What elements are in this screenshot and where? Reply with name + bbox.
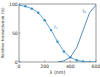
y-axis-label: Relative transmission (%) bbox=[0, 7, 5, 59]
chart: 0 200 400 600 0 50 100 λ (nm) Relative transmiss… bbox=[0, 0, 100, 77]
x-tick-label: 600 bbox=[92, 64, 100, 69]
x-tick bbox=[19, 61, 20, 63]
x-tick-label: 400 bbox=[66, 64, 75, 69]
series-label: f₁ bbox=[54, 25, 58, 30]
series-line bbox=[58, 5, 97, 62]
x-axis-label: λ (nm) bbox=[50, 70, 66, 75]
y-tick-label: 50 bbox=[12, 31, 18, 36]
x-tick bbox=[44, 61, 45, 63]
plot-marks bbox=[19, 4, 96, 62]
x-tick bbox=[70, 61, 71, 63]
series-marker bbox=[37, 12, 39, 14]
x-tick-label: 0 bbox=[18, 64, 21, 69]
series-line bbox=[19, 5, 96, 62]
series-marker bbox=[63, 50, 65, 52]
series-marker bbox=[19, 4, 20, 6]
series-label: f₂ bbox=[83, 9, 87, 14]
y-tick-label: 0 bbox=[15, 60, 18, 65]
x-tick-label: 200 bbox=[40, 64, 49, 69]
y-tick bbox=[19, 33, 21, 34]
series-marker bbox=[31, 7, 33, 9]
series-marker bbox=[82, 60, 84, 62]
y-tick-label: 100 bbox=[9, 2, 18, 7]
series-marker bbox=[50, 29, 52, 31]
series-marker bbox=[88, 61, 90, 62]
series-marker bbox=[95, 61, 96, 62]
series-marker bbox=[56, 41, 58, 43]
plot-frame bbox=[19, 4, 96, 62]
y-tick bbox=[19, 62, 21, 63]
series-marker bbox=[43, 19, 45, 21]
series-marker bbox=[24, 5, 26, 7]
series-marker bbox=[76, 59, 78, 61]
